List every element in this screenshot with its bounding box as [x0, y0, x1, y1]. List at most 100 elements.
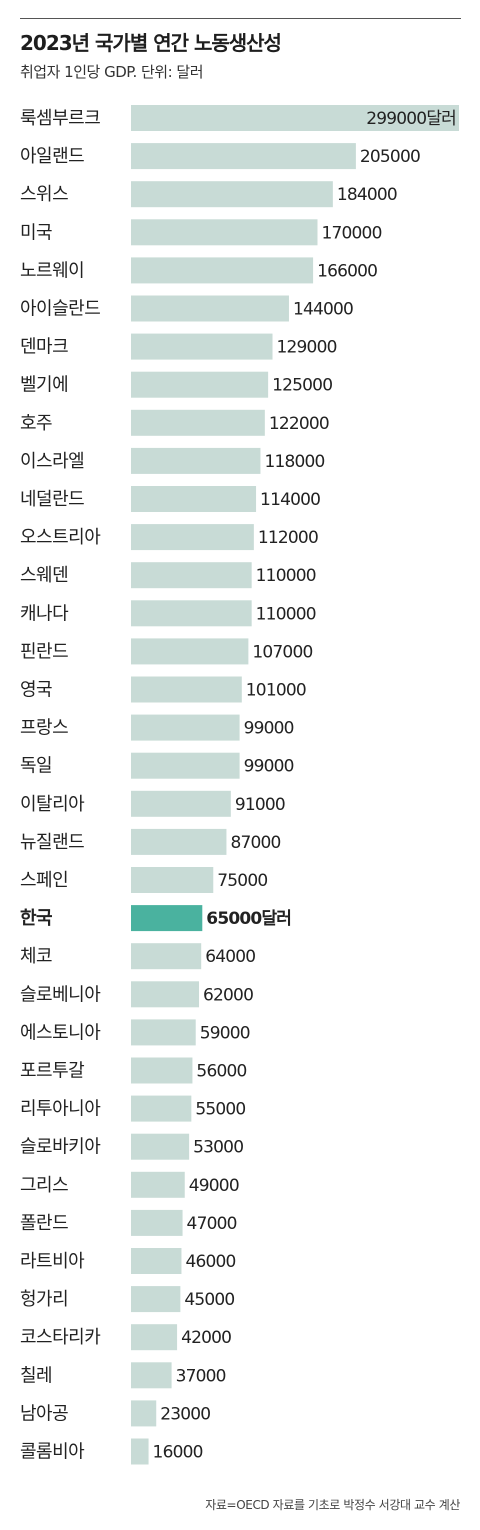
category-label: 스위스: [20, 184, 68, 205]
value-label: 53000: [193, 1138, 243, 1158]
highlight-bar: [131, 905, 203, 932]
value-label: 45000: [184, 1290, 234, 1310]
category-label: 캐나다: [20, 603, 69, 624]
bar: [131, 1133, 190, 1160]
bar: [131, 143, 356, 170]
value-label: 114000: [260, 490, 320, 510]
bar: [131, 257, 314, 284]
value-label: 125000: [272, 376, 332, 396]
category-label: 슬로바키아: [20, 1137, 101, 1158]
value-label: 59000: [200, 1023, 250, 1043]
category-label: 폴란드: [20, 1213, 68, 1234]
bar: [131, 409, 265, 436]
category-label: 콜롬비아: [20, 1442, 85, 1463]
category-label: 룩셈부르크: [20, 108, 100, 129]
bar: [131, 486, 257, 512]
value-label: 23000: [160, 1404, 210, 1424]
category-label: 코스타리카: [20, 1327, 100, 1348]
bar: [131, 638, 249, 665]
top-rule: [20, 18, 461, 19]
category-label: 스페인: [20, 870, 68, 891]
value-label: 110000: [256, 604, 316, 624]
bar: [131, 524, 254, 551]
source-note: 자료=OECD 자료를 기초로 박정수 서강대 교수 계산: [205, 1498, 460, 1512]
bar: [131, 1019, 196, 1046]
category-label: 칠레: [20, 1365, 52, 1386]
value-label: 122000: [269, 414, 329, 434]
value-label: 112000: [258, 528, 318, 548]
bar: [131, 1095, 192, 1122]
value-label: 64000: [205, 947, 255, 967]
value-label: 75000: [217, 871, 267, 891]
category-label: 이탈리아: [20, 794, 85, 815]
category-label: 프랑스: [20, 718, 68, 739]
value-label: 101000: [246, 681, 306, 701]
category-label: 아일랜드: [20, 146, 84, 167]
value-label: 299000달러: [366, 109, 456, 129]
bar: [131, 562, 252, 589]
category-label: 덴마크: [20, 337, 68, 358]
bar: [131, 1400, 157, 1427]
bar: [131, 181, 333, 208]
bar: [131, 447, 261, 474]
value-label: 49000: [189, 1176, 239, 1196]
category-label: 벨기에: [20, 375, 68, 396]
category-label: 네덜란드: [20, 489, 84, 510]
value-label: 65000달러: [206, 908, 291, 929]
value-label: 107000: [252, 642, 312, 662]
category-label: 리투아니아: [20, 1099, 101, 1120]
value-label: 166000: [317, 261, 377, 281]
value-label: 56000: [196, 1062, 246, 1082]
value-label: 46000: [185, 1252, 235, 1272]
bar: [131, 1209, 183, 1236]
value-label: 118000: [264, 452, 324, 472]
value-label: 37000: [176, 1366, 226, 1386]
value-label: 99000: [244, 757, 294, 777]
category-label: 미국: [20, 222, 52, 243]
category-label: 호주: [20, 413, 52, 434]
bar: [131, 1438, 149, 1465]
chart-subtitle: 취업자 1인당 GDP. 단위: 달러: [20, 63, 204, 81]
bar: [131, 676, 242, 703]
category-label: 헝가리: [20, 1289, 68, 1310]
bar: [131, 1324, 178, 1351]
category-label: 한국: [20, 908, 52, 929]
bar: [131, 943, 202, 970]
bar: [131, 295, 289, 322]
category-label: 노르웨이: [20, 260, 84, 281]
bar: [131, 752, 240, 779]
bar: [131, 219, 318, 246]
value-label: 42000: [181, 1328, 231, 1348]
bar: [131, 1057, 193, 1084]
bar: [131, 600, 252, 627]
value-label: 170000: [321, 223, 381, 243]
bar: [131, 790, 231, 817]
bar: [131, 1248, 182, 1274]
value-label: 205000: [360, 147, 420, 167]
value-label: 99000: [244, 719, 294, 739]
bar: [131, 371, 269, 398]
bar: [131, 828, 227, 855]
category-label: 영국: [20, 680, 52, 701]
category-label: 라트비아: [20, 1251, 85, 1272]
value-label: 47000: [187, 1214, 237, 1234]
bar: [131, 714, 240, 741]
value-label: 144000: [293, 300, 353, 320]
value-label: 184000: [337, 185, 397, 205]
bar: [131, 1171, 185, 1198]
bar: [131, 105, 459, 131]
category-label: 뉴질랜드: [20, 832, 84, 853]
category-label: 스웨덴: [20, 565, 68, 586]
value-label: 91000: [235, 795, 285, 815]
category-label: 체코: [20, 946, 52, 967]
category-label: 포르투갈: [20, 1061, 84, 1082]
value-label: 16000: [153, 1443, 203, 1463]
category-label: 그리스: [20, 1175, 68, 1196]
value-label: 129000: [277, 338, 337, 358]
value-label: 55000: [195, 1100, 245, 1120]
category-label: 아이슬란드: [20, 299, 100, 320]
bar: [131, 1286, 181, 1313]
bar: [131, 867, 214, 893]
value-label: 87000: [230, 833, 280, 853]
